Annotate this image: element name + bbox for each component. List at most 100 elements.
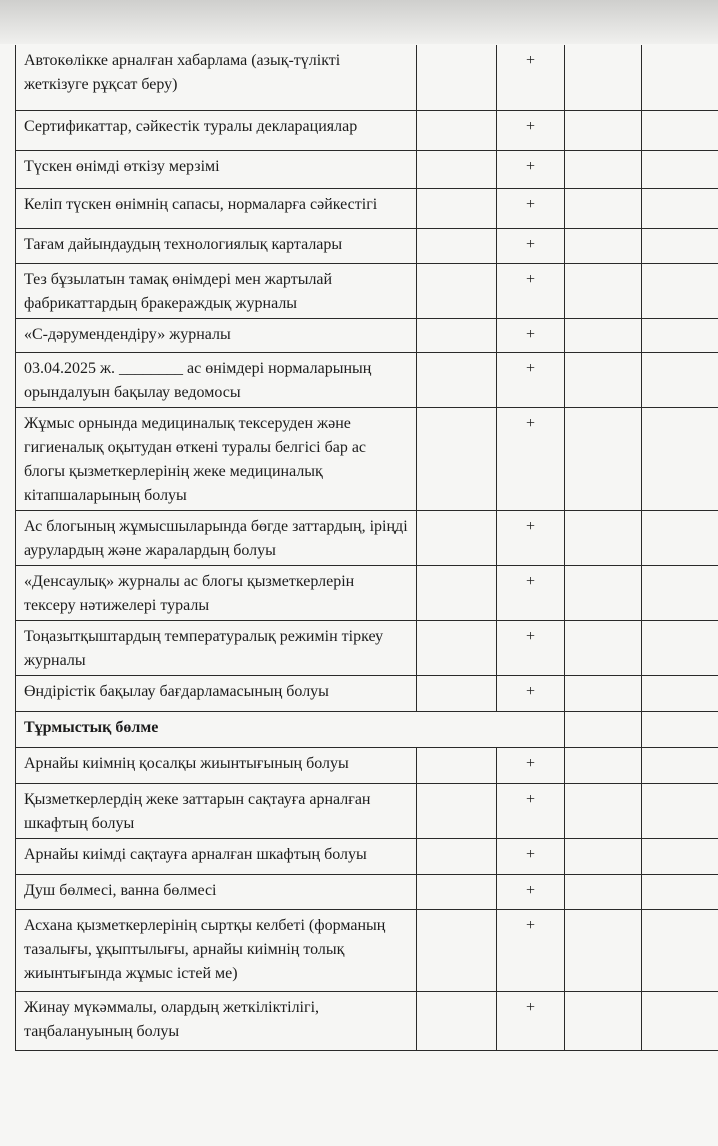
table-row: Өндірістік бақылау бағдарламасының болуы… [15, 674, 718, 712]
section-title: Тұрмыстық бөлме [15, 710, 565, 748]
empty-cell [641, 564, 718, 621]
empty-cell [416, 873, 497, 910]
plus-mark: + [496, 317, 565, 353]
empty-cell [564, 782, 642, 839]
table-row: Тез бұзылатын тамақ өнімдері мен жартыла… [15, 262, 718, 319]
empty-cell [416, 406, 497, 511]
plus-mark: + [496, 619, 565, 676]
inspection-checklist-table: Автокөлікке арналған хабарлама (азық-түл… [15, 45, 718, 1051]
item-text: «Денсаулық» журналы ас блогы қызметкерле… [15, 564, 417, 621]
table-row: Жұмыс орнында медициналық тексеруден жән… [15, 406, 718, 511]
item-text: Келіп түскен өнімнің сапасы, нормаларға … [15, 187, 417, 229]
item-text: Түскен өнімді өткізу мерзімі [15, 149, 417, 189]
empty-cell [641, 873, 718, 910]
plus-mark: + [496, 674, 565, 712]
empty-cell [641, 674, 718, 712]
table-row: Автокөлікке арналған хабарлама (азық-түл… [15, 45, 718, 111]
plus-mark: + [496, 406, 565, 511]
empty-cell [564, 109, 642, 151]
empty-cell [564, 746, 642, 784]
item-text: Сертификаттар, сәйкестік туралы декларац… [15, 109, 417, 151]
empty-cell [416, 149, 497, 189]
empty-cell [416, 908, 497, 992]
table-row: «С-дәрумендендіру» журналы + [15, 317, 718, 353]
empty-cell [641, 619, 718, 676]
item-text: Душ бөлмесі, ванна бөлмесі [15, 873, 417, 910]
item-text: 03.04.2025 ж. ________ ас өнімдері норма… [15, 351, 417, 408]
item-text: Өндірістік бақылау бағдарламасының болуы [15, 674, 417, 712]
empty-cell [641, 509, 718, 566]
table-row: Түскен өнімді өткізу мерзімі + [15, 149, 718, 189]
empty-cell [564, 406, 642, 511]
plus-mark: + [496, 187, 565, 229]
item-text: Арнайы киімді сақтауға арналған шкафтың … [15, 837, 417, 875]
empty-cell [416, 187, 497, 229]
empty-cell [564, 227, 642, 264]
table-row: 03.04.2025 ж. ________ ас өнімдері норма… [15, 351, 718, 408]
plus-mark: + [496, 149, 565, 189]
empty-cell [416, 564, 497, 621]
empty-cell [416, 109, 497, 151]
empty-cell [564, 674, 642, 712]
empty-cell [416, 619, 497, 676]
section-row: Тұрмыстық бөлме [15, 710, 718, 748]
plus-mark: + [496, 45, 565, 111]
plus-mark: + [496, 564, 565, 621]
item-text: Тоңазытқыштардың температуралық режимін … [15, 619, 417, 676]
plus-mark: + [496, 227, 565, 264]
plus-mark: + [496, 873, 565, 910]
empty-cell [416, 351, 497, 408]
item-text: Тез бұзылатын тамақ өнімдері мен жартыла… [15, 262, 417, 319]
empty-cell [641, 149, 718, 189]
empty-cell [641, 990, 718, 1051]
page-top-shadow [0, 0, 718, 44]
table-row: Ас блогының жұмысшыларында бөгде заттард… [15, 509, 718, 566]
plus-mark: + [496, 351, 565, 408]
empty-cell [564, 351, 642, 408]
plus-mark: + [496, 908, 565, 992]
empty-cell [564, 908, 642, 992]
item-text: Қызметкерлердің жеке заттарын сақтауға а… [15, 782, 417, 839]
plus-mark: + [496, 262, 565, 319]
item-text: «С-дәрумендендіру» журналы [15, 317, 417, 353]
empty-cell [641, 746, 718, 784]
plus-mark: + [496, 990, 565, 1051]
empty-cell [641, 351, 718, 408]
empty-cell [564, 187, 642, 229]
empty-cell [641, 45, 718, 111]
empty-cell [564, 317, 642, 353]
empty-cell [564, 710, 642, 748]
empty-cell [416, 746, 497, 784]
empty-cell [564, 837, 642, 875]
empty-cell [564, 262, 642, 319]
item-text: Тағам дайындаудың технологиялық карталар… [15, 227, 417, 264]
empty-cell [416, 674, 497, 712]
item-text: Автокөлікке арналған хабарлама (азық-түл… [15, 45, 417, 111]
empty-cell [416, 509, 497, 566]
empty-cell [641, 109, 718, 151]
plus-mark: + [496, 837, 565, 875]
table-row: Тоңазытқыштардың температуралық режимін … [15, 619, 718, 676]
plus-mark: + [496, 746, 565, 784]
empty-cell [641, 262, 718, 319]
table-row: Арнайы киімді сақтауға арналған шкафтың … [15, 837, 718, 875]
item-text: Жұмыс орнында медициналық тексеруден жән… [15, 406, 417, 511]
item-text: Жинау мүкәммалы, олардың жеткіліктілігі,… [15, 990, 417, 1051]
plus-mark: + [496, 509, 565, 566]
table-row: Жинау мүкәммалы, олардың жеткіліктілігі,… [15, 990, 718, 1051]
plus-mark: + [496, 109, 565, 151]
empty-cell [564, 149, 642, 189]
table-row: Душ бөлмесі, ванна бөлмесі + [15, 873, 718, 910]
empty-cell [416, 990, 497, 1051]
plus-mark: + [496, 782, 565, 839]
table-row: Келіп түскен өнімнің сапасы, нормаларға … [15, 187, 718, 229]
empty-cell [641, 317, 718, 353]
table-row: Қызметкерлердің жеке заттарын сақтауға а… [15, 782, 718, 839]
empty-cell [416, 317, 497, 353]
table-row: Асхана қызметкерлерінің сыртқы келбеті (… [15, 908, 718, 992]
empty-cell [641, 710, 718, 748]
empty-cell [641, 782, 718, 839]
empty-cell [416, 227, 497, 264]
empty-cell [416, 837, 497, 875]
empty-cell [416, 262, 497, 319]
